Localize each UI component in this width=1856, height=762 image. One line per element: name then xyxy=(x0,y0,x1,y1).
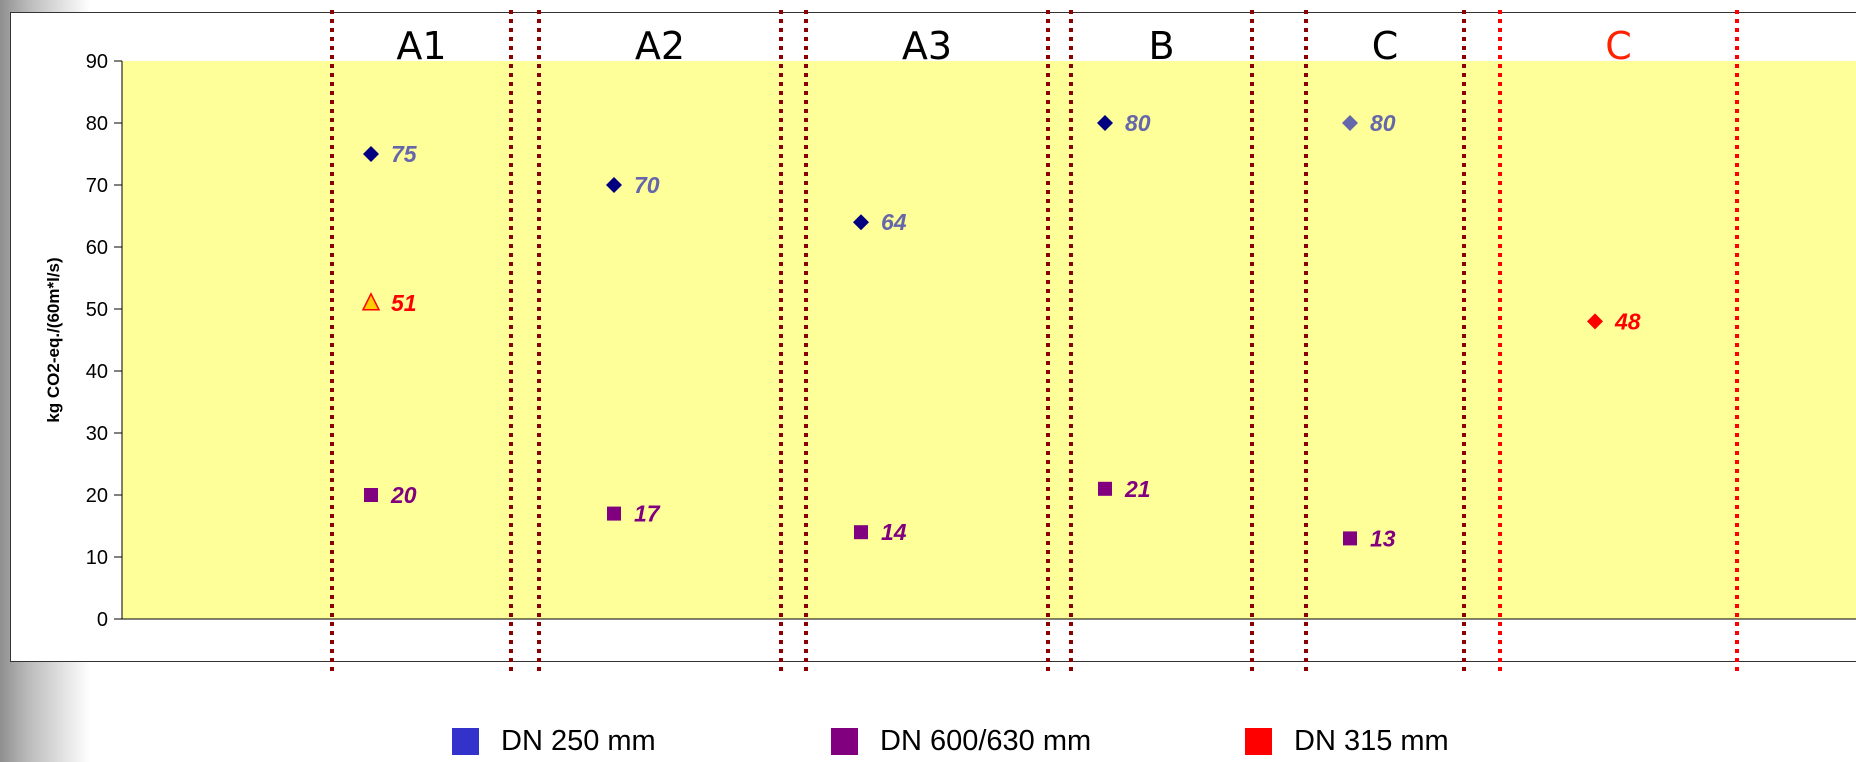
legend-label: DN 250 mm xyxy=(501,724,656,757)
plot-area xyxy=(122,61,1856,619)
point-data-label: 75 xyxy=(391,141,418,167)
point-data-label: 21 xyxy=(1124,476,1151,502)
point-marker-diamond xyxy=(1097,115,1113,131)
group-label: A2 xyxy=(635,24,685,68)
legend-item-dn250: DN 250 mm xyxy=(452,724,656,758)
legend-label: DN 315 mm xyxy=(1294,724,1449,757)
y-tick-label: 70 xyxy=(86,175,108,197)
point-marker-diamond xyxy=(1342,115,1358,131)
y-tick-label: 20 xyxy=(86,485,108,507)
y-tick-label: 60 xyxy=(86,237,108,259)
group-label: A1 xyxy=(396,24,446,68)
point-marker-diamond xyxy=(1587,313,1603,330)
point-data-label: 17 xyxy=(634,501,661,527)
point-marker-triangle xyxy=(361,292,381,311)
point-marker-square xyxy=(1343,531,1357,546)
point-marker-square xyxy=(364,488,378,502)
y-tick-label: 80 xyxy=(86,113,108,135)
y-tick-label: 50 xyxy=(86,299,108,321)
group-label: B xyxy=(1148,24,1174,68)
point-marker-square xyxy=(854,525,868,540)
legend-swatch xyxy=(452,727,479,755)
y-tick-label: 0 xyxy=(97,609,108,631)
point-data-label: 80 xyxy=(1125,110,1151,136)
group-label: C xyxy=(1372,24,1399,68)
point-data-label: 80 xyxy=(1370,110,1396,136)
point-marker-diamond xyxy=(853,214,869,231)
y-axis-title: kg CO2-eq./(60m*l/s) xyxy=(44,257,63,422)
group-label: A3 xyxy=(902,24,952,68)
legend-swatch xyxy=(831,727,858,755)
point-marker-square xyxy=(1098,481,1112,496)
y-tick-label: 10 xyxy=(86,547,108,569)
y-tick-label: 30 xyxy=(86,423,108,445)
point-data-label: 64 xyxy=(881,209,907,235)
point-data-label: 14 xyxy=(881,519,907,545)
point-data-label: 20 xyxy=(390,482,417,508)
point-marker-diamond xyxy=(363,146,379,162)
point-marker-diamond xyxy=(606,177,622,193)
point-data-label: 51 xyxy=(391,290,417,316)
point-data-label: 48 xyxy=(1614,308,1641,334)
point-data-label: 13 xyxy=(1370,525,1396,551)
point-data-label: 70 xyxy=(634,172,660,198)
point-marker-square xyxy=(607,506,621,521)
group-label: C xyxy=(1605,24,1632,68)
y-tick-label: 90 xyxy=(86,51,108,73)
legend-swatch xyxy=(1245,727,1272,755)
legend-item-dn600: DN 600/630 mm xyxy=(831,724,1091,758)
y-tick-label: 40 xyxy=(86,361,108,383)
legend-label: DN 600/630 mm xyxy=(880,724,1092,757)
legend-item-dn315: DN 315 mm xyxy=(1245,724,1449,758)
